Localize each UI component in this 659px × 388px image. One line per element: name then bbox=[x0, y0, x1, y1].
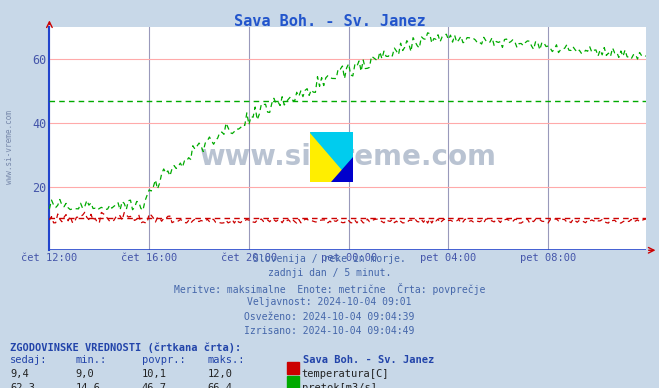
Text: maks.:: maks.: bbox=[208, 355, 245, 365]
Text: Osveženo: 2024-10-04 09:04:39: Osveženo: 2024-10-04 09:04:39 bbox=[244, 312, 415, 322]
Text: povpr.:: povpr.: bbox=[142, 355, 185, 365]
Text: min.:: min.: bbox=[76, 355, 107, 365]
Text: 46,7: 46,7 bbox=[142, 383, 167, 388]
Text: 14,6: 14,6 bbox=[76, 383, 101, 388]
Text: temperatura[C]: temperatura[C] bbox=[302, 369, 389, 379]
Text: sedaj:: sedaj: bbox=[10, 355, 47, 365]
Text: 9,4: 9,4 bbox=[10, 369, 28, 379]
Text: pretok[m3/s]: pretok[m3/s] bbox=[302, 383, 377, 388]
Text: 12,0: 12,0 bbox=[208, 369, 233, 379]
Text: Izrisano: 2024-10-04 09:04:49: Izrisano: 2024-10-04 09:04:49 bbox=[244, 326, 415, 336]
Text: 10,1: 10,1 bbox=[142, 369, 167, 379]
Text: Slovenija / reke in morje.: Slovenija / reke in morje. bbox=[253, 254, 406, 264]
Polygon shape bbox=[331, 157, 353, 182]
Text: www.si-vreme.com: www.si-vreme.com bbox=[199, 142, 496, 171]
Text: Veljavnost: 2024-10-04 09:01: Veljavnost: 2024-10-04 09:01 bbox=[247, 297, 412, 307]
Text: 9,0: 9,0 bbox=[76, 369, 94, 379]
Text: 66,4: 66,4 bbox=[208, 383, 233, 388]
Text: zadnji dan / 5 minut.: zadnji dan / 5 minut. bbox=[268, 268, 391, 279]
Polygon shape bbox=[310, 132, 353, 182]
Text: ZGODOVINSKE VREDNOSTI (črtkana črta):: ZGODOVINSKE VREDNOSTI (črtkana črta): bbox=[10, 342, 241, 353]
Text: www.si-vreme.com: www.si-vreme.com bbox=[5, 111, 14, 184]
Text: Meritve: maksimalne  Enote: metrične  Črta: povprečje: Meritve: maksimalne Enote: metrične Črta… bbox=[174, 283, 485, 295]
Text: Sava Boh. - Sv. Janez: Sava Boh. - Sv. Janez bbox=[303, 355, 434, 365]
Text: 62,3: 62,3 bbox=[10, 383, 35, 388]
Text: Sava Boh. - Sv. Janez: Sava Boh. - Sv. Janez bbox=[234, 14, 425, 29]
Polygon shape bbox=[310, 132, 353, 182]
